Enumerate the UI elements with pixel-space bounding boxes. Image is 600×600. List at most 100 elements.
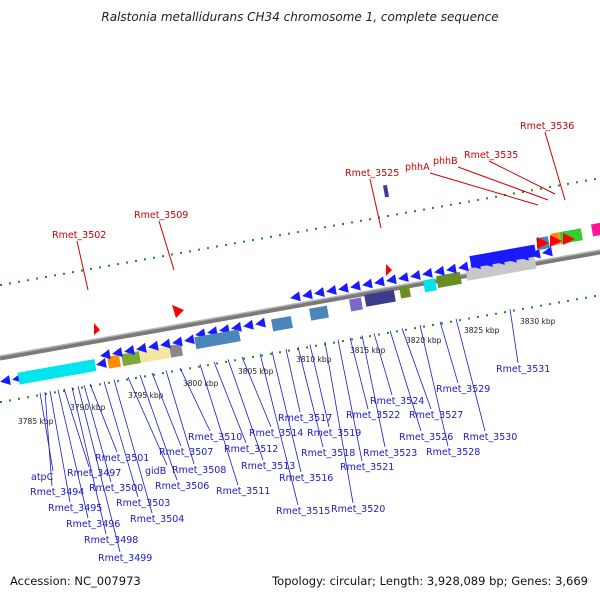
track-dot (135, 259, 137, 262)
gene-label: Rmet_3517 (278, 413, 332, 424)
track-dot (252, 356, 254, 359)
gene-label: Rmet_3530 (463, 432, 517, 443)
track-dot (90, 267, 92, 270)
gene-arrow (172, 336, 183, 347)
cluster-green (559, 228, 583, 245)
track-dot (351, 221, 353, 224)
track-dot (360, 336, 362, 339)
gene-label: Rmet_3499 (98, 553, 152, 564)
big-blue-gene (469, 244, 537, 268)
track-dot (558, 301, 560, 304)
gene-arrow (338, 282, 349, 293)
gene-arrow (314, 287, 325, 297)
track-dot (414, 327, 416, 330)
track-dot (270, 352, 272, 355)
track-dot (261, 237, 263, 240)
track-dot (207, 364, 209, 367)
gene-leader (297, 346, 324, 448)
red-arrow (550, 235, 562, 247)
track-dot (36, 394, 38, 397)
track-dot (126, 378, 128, 381)
gene-leader (83, 384, 112, 483)
gene-arrow (362, 278, 373, 289)
track-dot (243, 357, 245, 360)
gene-arrow (112, 347, 123, 358)
gene-leader (113, 379, 153, 514)
track-dot (342, 223, 344, 226)
gene-arrow (0, 375, 11, 385)
track-dot (531, 306, 533, 309)
track-dot (0, 284, 2, 286)
track-dot (405, 328, 407, 331)
gene-label: Rmet_3516 (279, 473, 333, 484)
track-dot (342, 340, 344, 343)
gene-leader (509, 308, 519, 364)
cluster-pink (591, 222, 600, 237)
gene-leader (71, 387, 107, 535)
olive-block-a (399, 284, 411, 299)
track-dot (234, 242, 236, 245)
gene-label: Rmet_3513 (241, 461, 295, 472)
track-dot (585, 179, 587, 182)
track-dot (306, 229, 308, 232)
gene-arrow (148, 340, 159, 351)
track-dot (333, 224, 335, 227)
navy-marker (382, 184, 390, 198)
gene-leader (455, 318, 486, 432)
track-dot (117, 263, 119, 266)
red-marker-b (94, 323, 100, 335)
track-dot (396, 330, 398, 333)
gene-leader (324, 341, 354, 504)
gene-label: Rmet_3507 (159, 447, 213, 458)
highlight-leader (429, 172, 539, 206)
gene-leader (139, 374, 178, 481)
track-dot (27, 396, 29, 399)
highlight-leader (76, 240, 89, 291)
highlight-leader (488, 160, 556, 195)
track-dot (396, 213, 398, 216)
track-dot (315, 227, 317, 230)
gene-label: Rmet_3510 (188, 432, 242, 443)
navy-block (364, 289, 396, 307)
tick-layer (0, 178, 596, 403)
ruler-tick-label: 3830 kbp (520, 317, 556, 326)
inner-tick-track (0, 295, 596, 403)
track-dot (558, 184, 560, 187)
track-dot (108, 264, 110, 267)
gene-label: atpC (31, 472, 54, 483)
label-layer: 3785 kbp 3790 kbp 3795 kbp 3800 kbp 3805 kbp… (18, 121, 574, 564)
track-dot (27, 279, 29, 282)
track-dot (207, 247, 209, 250)
gene-arrow (302, 289, 313, 300)
map-title: Ralstonia metallidurans CH34 chromosome … (101, 10, 499, 24)
track-dot (45, 392, 47, 395)
ruler-tick-label: 3815 kbp (350, 346, 386, 355)
gene-leader (63, 388, 90, 468)
gene-arrow (434, 265, 445, 276)
track-dot (198, 248, 200, 251)
track-dot (279, 351, 281, 354)
track-dot (459, 319, 461, 322)
track-dot (225, 360, 227, 363)
track-dot (504, 311, 506, 314)
track-dot (468, 200, 470, 203)
highlight-gene-label: Rmet_3502 (52, 230, 106, 241)
track-dot (423, 325, 425, 328)
gene-label: Rmet_3496 (66, 519, 120, 530)
ruler-tick-label: 3800 kbp (183, 379, 219, 388)
track-dot (540, 304, 542, 307)
highlight-gene-label: phhB (433, 156, 458, 167)
gene-arrow (231, 321, 242, 332)
track-dot (135, 376, 137, 379)
track-dot (54, 391, 56, 394)
track-dot (486, 197, 488, 200)
gene-arrow (184, 334, 195, 345)
olive-block-b (436, 271, 462, 288)
track-dot (594, 295, 596, 298)
track-dot (18, 280, 20, 283)
track-dot (351, 338, 353, 341)
highlight-gene-label: phhA (405, 162, 430, 173)
track-dot (198, 365, 200, 368)
track-dot (189, 250, 191, 253)
track-dot (576, 181, 578, 184)
